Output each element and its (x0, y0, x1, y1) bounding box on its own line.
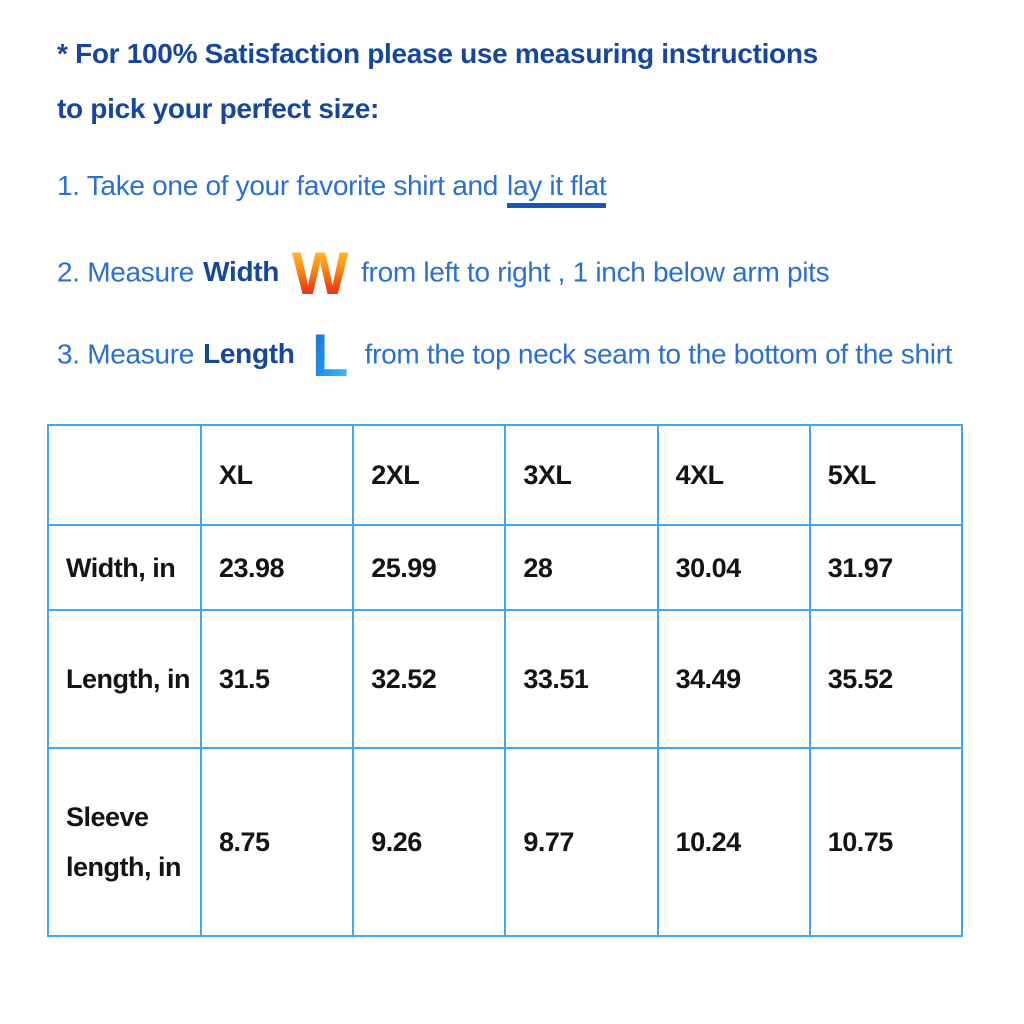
table-cell: 33.51 (504, 609, 659, 749)
table-cell: 31.97 (808, 524, 964, 611)
length-letter-icon: L (310, 321, 350, 391)
instruction-step-1: 1. Take one of your favorite shirt and la… (57, 160, 972, 212)
step2-prefix: 2. Measure (57, 256, 195, 288)
step3-keyword-length: Length (203, 338, 295, 370)
table-cell: 9.77 (504, 747, 659, 937)
header-cell-5xl: 5XL (808, 424, 964, 526)
table-cell: 28 (504, 524, 659, 611)
table-cell: 25.99 (352, 524, 507, 611)
table-cell: 10.24 (656, 747, 811, 937)
header-cell-2xl: 2XL (352, 424, 507, 526)
row-label: Length, in (47, 609, 202, 749)
header-cell-xl: XL (199, 424, 355, 526)
step2-keyword-width: Width (203, 256, 280, 288)
step1-underlined-phrase: lay it flat (507, 170, 607, 208)
table-row-width: Width, in 23.98 25.99 28 30.04 31.97 (47, 524, 964, 611)
table-cell: 10.75 (808, 747, 964, 937)
step1-text: 1. Take one of your favorite shirt and (57, 170, 499, 201)
table-cell: 23.98 (199, 524, 355, 611)
table-cell: 35.52 (808, 609, 964, 749)
table-cell: 31.5 (199, 609, 355, 749)
row-label: Sleeve length, in (47, 747, 202, 937)
table-row-sleeve-length: Sleeve length, in 8.75 9.26 9.77 10.24 1… (47, 747, 964, 937)
table-row-length: Length, in 31.5 32.52 33.51 34.49 35.52 (47, 609, 964, 749)
step2-suffix: from left to right , 1 inch below arm pi… (361, 256, 830, 288)
heading-line-1: * For 100% Satisfaction please use measu… (57, 38, 818, 69)
width-letter-icon: W (290, 239, 350, 309)
instruction-step-2: 2. Measure Width W from left to right , 1… (57, 239, 972, 309)
header-cell-blank (47, 424, 202, 526)
step3-prefix: 3. Measure (57, 338, 195, 370)
width-letter-glyph: W (292, 240, 349, 306)
row-label: Width, in (47, 524, 202, 611)
size-chart-header-row: XL 2XL 3XL 4XL 5XL (47, 424, 964, 526)
table-cell: 34.49 (656, 609, 811, 749)
header-cell-3xl: 3XL (504, 424, 659, 526)
instruction-step-3: 3. Measure Length L from the top neck sea… (57, 321, 972, 391)
table-cell: 30.04 (656, 524, 811, 611)
table-cell: 32.52 (352, 609, 507, 749)
heading-line-2: to pick your perfect size: (57, 93, 380, 124)
table-cell: 9.26 (352, 747, 507, 937)
size-chart-table: XL 2XL 3XL 4XL 5XL Width, in 23.98 25.99… (47, 424, 964, 937)
length-letter-glyph: L (311, 322, 347, 388)
table-cell: 8.75 (199, 747, 355, 937)
step3-suffix: from the top neck seam to the bottom of … (364, 338, 953, 370)
size-guide-page: * For 100% Satisfaction please use measu… (47, 26, 986, 937)
satisfaction-heading: * For 100% Satisfaction please use measu… (57, 26, 986, 136)
header-cell-4xl: 4XL (656, 424, 811, 526)
